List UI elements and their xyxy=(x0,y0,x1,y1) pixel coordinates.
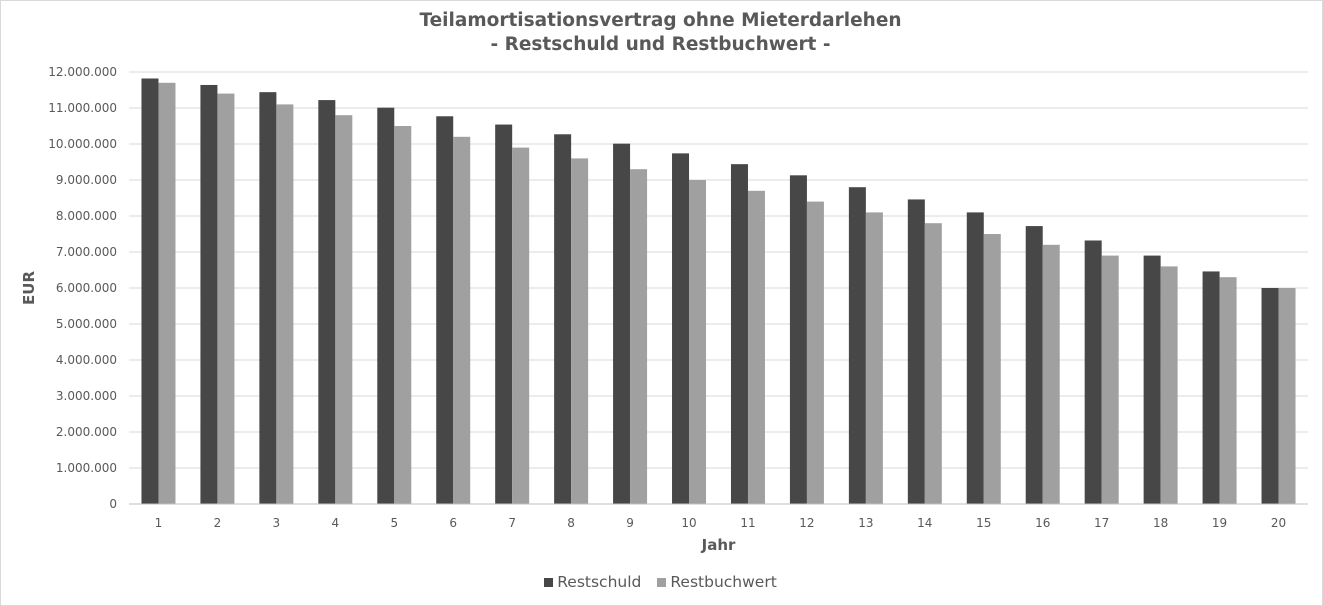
bar-restbuchwert-2 xyxy=(217,93,235,504)
bar-restbuchwert-14 xyxy=(924,223,942,504)
x-tick-label: 9 xyxy=(626,516,634,530)
bar-restschuld-14 xyxy=(907,199,925,504)
bar-restschuld-13 xyxy=(848,187,866,504)
bar-restschuld-4 xyxy=(318,100,336,504)
y-tick-label: 12.000.000 xyxy=(48,65,117,79)
bar-restschuld-19 xyxy=(1202,271,1220,504)
x-axis-tick-labels: 1 2 3 4 5 6 7 8 9 10 11 12 13 14 15 16 17 18 19 20 xyxy=(155,516,1287,530)
legend: Restschuld Restbuchwert xyxy=(0,573,1321,591)
x-tick-label: 4 xyxy=(332,516,340,530)
bar-restbuchwert-9 xyxy=(630,169,648,504)
x-tick-label: 20 xyxy=(1271,516,1286,530)
bar-restbuchwert-7 xyxy=(512,147,530,504)
bar-restbuchwert-12 xyxy=(806,201,824,504)
bars xyxy=(141,78,1296,505)
chart-title: Teilamortisationsvertrag ohne Mieterdarl… xyxy=(419,10,902,31)
bar-restschuld-2 xyxy=(200,84,218,505)
bar-restschuld-18 xyxy=(1143,255,1161,504)
bar-restschuld-9 xyxy=(613,143,631,504)
x-tick-label: 10 xyxy=(681,516,696,530)
bar-restschuld-17 xyxy=(1084,240,1102,505)
x-tick-label: 14 xyxy=(917,516,932,530)
x-tick-label: 5 xyxy=(390,516,398,530)
y-tick-label: 2.000.000 xyxy=(56,425,117,439)
y-tick-label: 3.000.000 xyxy=(56,389,117,403)
bar-restschuld-16 xyxy=(1025,226,1043,504)
bar-restbuchwert-20 xyxy=(1278,288,1296,504)
bar-restschuld-5 xyxy=(377,107,395,504)
bar-restschuld-12 xyxy=(789,175,807,504)
x-tick-label: 19 xyxy=(1212,516,1227,530)
y-tick-label: 4.000.000 xyxy=(56,353,117,367)
x-tick-label: 2 xyxy=(214,516,222,530)
y-tick-label: 1.000.000 xyxy=(56,461,117,475)
legend-swatch-restbuchwert xyxy=(657,577,667,587)
bar-restbuchwert-3 xyxy=(276,104,294,505)
bar-restbuchwert-16 xyxy=(1042,244,1060,505)
bar-restschuld-6 xyxy=(436,116,454,504)
bar-restschuld-15 xyxy=(966,212,984,504)
x-tick-label: 17 xyxy=(1094,516,1109,530)
bar-restbuchwert-5 xyxy=(394,126,412,504)
x-axis-title: Jahr xyxy=(701,536,736,554)
x-tick-label: 16 xyxy=(1035,516,1050,530)
y-axis-title: EUR xyxy=(20,271,38,305)
bar-restschuld-7 xyxy=(495,124,513,504)
bar-restschuld-20 xyxy=(1261,288,1279,504)
bar-restbuchwert-11 xyxy=(747,190,765,505)
bar-restschuld-3 xyxy=(259,92,277,504)
bar-restbuchwert-8 xyxy=(571,158,589,504)
legend-swatch-restschuld xyxy=(544,577,554,587)
bar-restschuld-10 xyxy=(672,153,690,505)
legend-item-restbuchwert: Restbuchwert xyxy=(657,573,777,591)
x-tick-label: 8 xyxy=(567,516,575,530)
bar-restschuld-1 xyxy=(141,78,159,504)
y-tick-label: 7.000.000 xyxy=(56,245,117,259)
bar-restbuchwert-1 xyxy=(158,82,176,505)
x-tick-label: 6 xyxy=(449,516,457,530)
gridlines xyxy=(129,71,1308,469)
bar-chart: 0 1.000.000 2.000.000 3.000.000 4.000.000 5.0… xyxy=(20,65,1308,554)
chart-subtitle: - Restschuld und Restbuchwert - xyxy=(490,34,831,55)
y-tick-label: 10.000.000 xyxy=(48,137,117,151)
x-tick-label: 13 xyxy=(858,516,873,530)
x-tick-label: 12 xyxy=(799,516,814,530)
bar-restbuchwert-17 xyxy=(1101,255,1119,504)
y-tick-label: 8.000.000 xyxy=(56,209,117,223)
legend-item-restschuld: Restschuld xyxy=(544,573,641,591)
bar-restschuld-11 xyxy=(730,164,748,504)
bar-restbuchwert-19 xyxy=(1219,277,1237,504)
y-tick-label: 6.000.000 xyxy=(56,281,117,295)
y-tick-label: 0 xyxy=(109,497,117,511)
x-tick-label: 15 xyxy=(976,516,991,530)
x-tick-label: 3 xyxy=(273,516,281,530)
bar-restbuchwert-15 xyxy=(983,234,1001,504)
x-tick-label: 1 xyxy=(155,516,163,530)
y-tick-label: 5.000.000 xyxy=(56,317,117,331)
x-tick-label: 18 xyxy=(1153,516,1168,530)
x-tick-label: 11 xyxy=(740,516,755,530)
y-axis-tick-labels: 0 1.000.000 2.000.000 3.000.000 4.000.000 5.0… xyxy=(48,65,117,511)
bar-restbuchwert-4 xyxy=(335,115,353,504)
bar-restschuld-8 xyxy=(554,134,572,504)
bar-restbuchwert-18 xyxy=(1160,266,1178,504)
bar-restbuchwert-13 xyxy=(865,212,883,504)
legend-label-restschuld: Restschuld xyxy=(557,573,642,591)
x-tick-label: 7 xyxy=(508,516,516,530)
bar-restbuchwert-10 xyxy=(689,180,707,504)
y-tick-label: 11.000.000 xyxy=(48,101,117,115)
bar-restbuchwert-6 xyxy=(453,136,471,505)
y-tick-label: 9.000.000 xyxy=(56,173,117,187)
legend-label-restbuchwert: Restbuchwert xyxy=(670,573,777,591)
